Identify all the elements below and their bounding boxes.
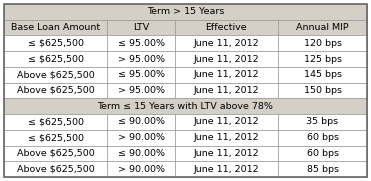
- Text: June 11, 2012: June 11, 2012: [194, 86, 259, 95]
- Text: June 11, 2012: June 11, 2012: [194, 117, 259, 127]
- Text: 125 bps: 125 bps: [303, 54, 342, 64]
- Bar: [108, 146, 175, 161]
- Bar: [175, 146, 278, 161]
- Bar: [278, 83, 367, 98]
- Bar: [278, 130, 367, 146]
- Bar: [4, 20, 108, 35]
- Text: 145 bps: 145 bps: [303, 70, 342, 79]
- Bar: [175, 83, 278, 98]
- Text: 60 bps: 60 bps: [306, 133, 338, 142]
- Bar: [108, 161, 175, 177]
- Bar: [4, 161, 108, 177]
- Text: > 90.00%: > 90.00%: [118, 133, 164, 142]
- Bar: [175, 20, 278, 35]
- Bar: [108, 114, 175, 130]
- Text: ≤ 90.00%: ≤ 90.00%: [118, 117, 164, 127]
- Text: Above $625,500: Above $625,500: [17, 165, 95, 174]
- Text: 85 bps: 85 bps: [306, 165, 338, 174]
- Text: ≤ 95.00%: ≤ 95.00%: [118, 39, 164, 48]
- Bar: [4, 83, 108, 98]
- Text: June 11, 2012: June 11, 2012: [194, 54, 259, 64]
- Bar: [4, 98, 367, 114]
- Text: ≤ $625,500: ≤ $625,500: [28, 117, 84, 127]
- Bar: [108, 130, 175, 146]
- Bar: [175, 35, 278, 51]
- Bar: [175, 130, 278, 146]
- Bar: [4, 114, 108, 130]
- Text: Base Loan Amount: Base Loan Amount: [11, 23, 100, 32]
- Bar: [175, 51, 278, 67]
- Bar: [108, 35, 175, 51]
- Text: > 90.00%: > 90.00%: [118, 165, 164, 174]
- Bar: [175, 67, 278, 83]
- Text: June 11, 2012: June 11, 2012: [194, 133, 259, 142]
- Bar: [4, 4, 367, 20]
- Text: ≤ 90.00%: ≤ 90.00%: [118, 149, 164, 158]
- Bar: [278, 51, 367, 67]
- Text: ≤ $625,500: ≤ $625,500: [28, 54, 84, 64]
- Bar: [278, 67, 367, 83]
- Text: June 11, 2012: June 11, 2012: [194, 70, 259, 79]
- Text: 60 bps: 60 bps: [306, 149, 338, 158]
- Bar: [278, 35, 367, 51]
- Bar: [278, 20, 367, 35]
- Bar: [175, 114, 278, 130]
- Text: June 11, 2012: June 11, 2012: [194, 149, 259, 158]
- Text: June 11, 2012: June 11, 2012: [194, 165, 259, 174]
- Text: Annual MIP: Annual MIP: [296, 23, 349, 32]
- Text: ≤ 95.00%: ≤ 95.00%: [118, 70, 164, 79]
- Bar: [175, 161, 278, 177]
- Bar: [4, 146, 108, 161]
- Bar: [278, 161, 367, 177]
- Text: 120 bps: 120 bps: [303, 39, 342, 48]
- Text: Term > 15 Years: Term > 15 Years: [147, 7, 224, 16]
- Bar: [4, 130, 108, 146]
- Bar: [108, 20, 175, 35]
- Bar: [4, 51, 108, 67]
- Text: 150 bps: 150 bps: [303, 86, 342, 95]
- Bar: [108, 83, 175, 98]
- Text: > 95.00%: > 95.00%: [118, 86, 164, 95]
- Text: Term ≤ 15 Years with LTV above 78%: Term ≤ 15 Years with LTV above 78%: [98, 102, 273, 111]
- Text: Above $625,500: Above $625,500: [17, 70, 95, 79]
- Text: 35 bps: 35 bps: [306, 117, 339, 127]
- Text: > 95.00%: > 95.00%: [118, 54, 164, 64]
- Bar: [4, 67, 108, 83]
- Bar: [108, 51, 175, 67]
- Text: ≤ $625,500: ≤ $625,500: [28, 133, 84, 142]
- Text: Effective: Effective: [206, 23, 247, 32]
- Text: Above $625,500: Above $625,500: [17, 149, 95, 158]
- Bar: [4, 35, 108, 51]
- Text: LTV: LTV: [133, 23, 149, 32]
- Text: June 11, 2012: June 11, 2012: [194, 39, 259, 48]
- Bar: [278, 114, 367, 130]
- Text: ≤ $625,500: ≤ $625,500: [28, 39, 84, 48]
- Bar: [108, 67, 175, 83]
- Bar: [278, 146, 367, 161]
- Text: Above $625,500: Above $625,500: [17, 86, 95, 95]
